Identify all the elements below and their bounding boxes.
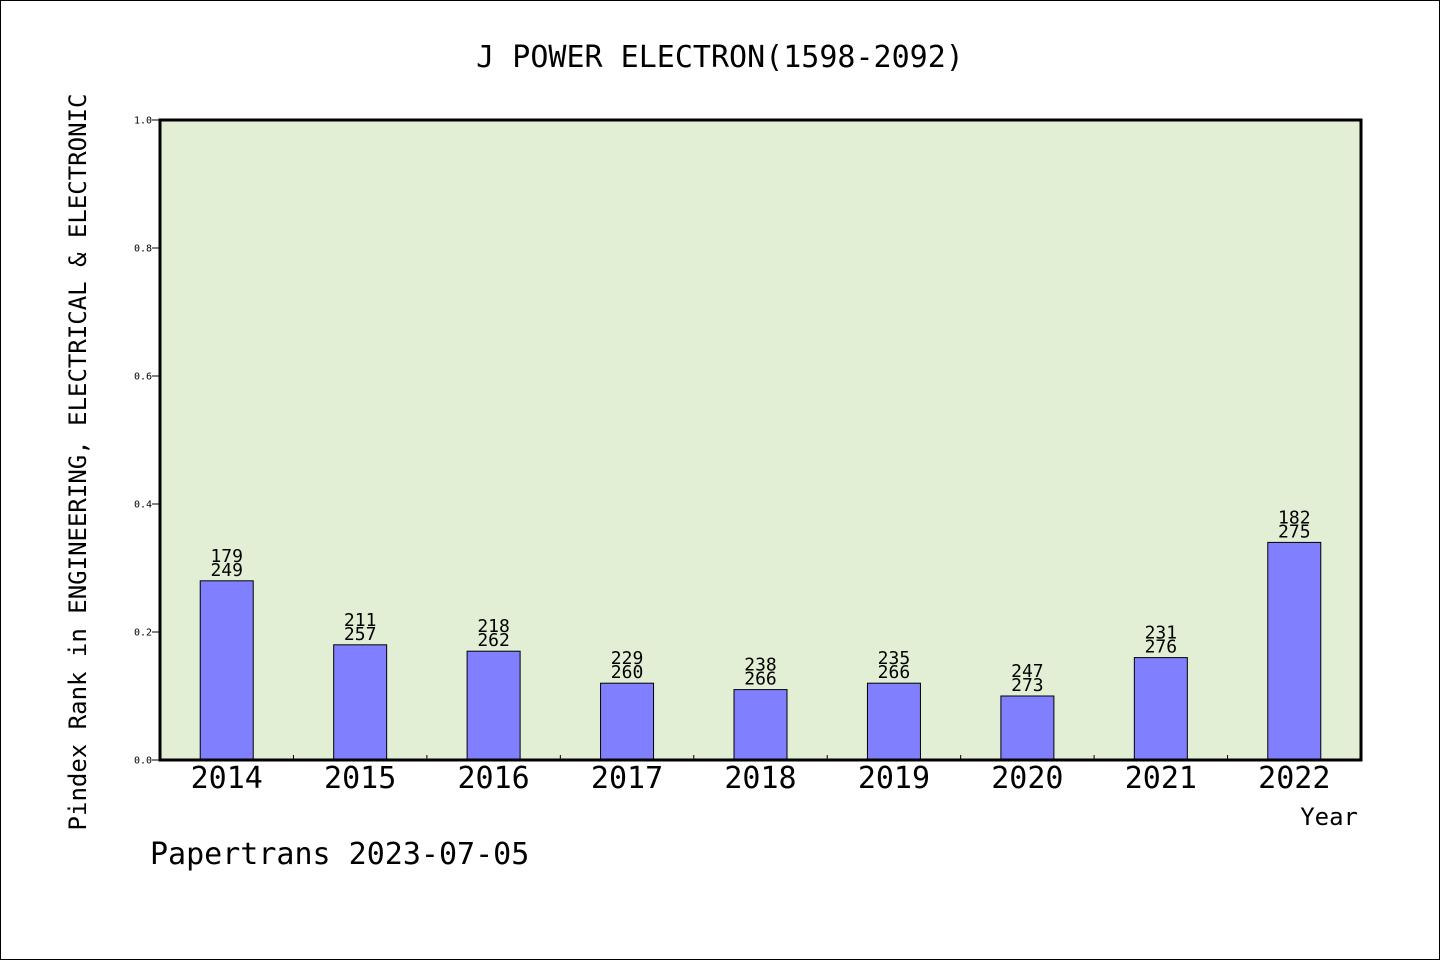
x-tick-label: 2020 — [991, 761, 1063, 796]
bar-2019 — [866, 682, 921, 761]
plot-border — [158, 118, 1363, 762]
bar-2017 — [600, 682, 655, 761]
x-tick-label: 2014 — [191, 761, 263, 796]
data-label-top: 231 — [1145, 623, 1178, 644]
data-label-top: 179 — [210, 546, 243, 567]
data-label-bottom: 275 — [1278, 521, 1311, 542]
bar-2015 — [333, 644, 388, 761]
data-label-top: 235 — [878, 648, 911, 669]
x-axis-label: Year — [1300, 803, 1358, 831]
data-label-bottom: 276 — [1145, 637, 1178, 658]
y-tick-label: 0.2 — [134, 628, 152, 639]
data-label-bottom: 249 — [210, 560, 243, 581]
data-label-top: 229 — [611, 648, 644, 669]
bar-2022 — [1267, 541, 1322, 761]
footer-credit: Papertrans 2023-07-05 — [150, 837, 529, 872]
bar-2018 — [733, 689, 788, 761]
bar-2020 — [1000, 695, 1055, 761]
y-tick-label: 1.0 — [134, 116, 152, 127]
data-label-top: 211 — [344, 610, 377, 631]
x-tick-label: 2019 — [858, 761, 930, 796]
chart-title: J POWER ELECTRON(1598-2092) — [476, 40, 964, 75]
data-label-top: 218 — [477, 616, 510, 637]
x-tick-label: 2015 — [324, 761, 396, 796]
data-label-top: 238 — [744, 655, 777, 676]
bar-2014 — [199, 580, 254, 761]
y-tick-label: 0.6 — [134, 372, 152, 383]
x-tick-label: 2022 — [1258, 761, 1330, 796]
y-tick-label: 0.8 — [134, 244, 152, 255]
bar-2021 — [1133, 657, 1188, 761]
data-label-bottom: 260 — [611, 662, 644, 683]
data-label-bottom: 273 — [1011, 675, 1044, 696]
data-label-bottom: 266 — [878, 662, 911, 683]
x-tick-label: 2017 — [591, 761, 663, 796]
data-label-bottom: 257 — [344, 624, 377, 645]
bar-2016 — [466, 650, 521, 761]
y-axis-label: Pindex Rank in ENGINEERING, ELECTRICAL &… — [64, 94, 92, 831]
y-tick-label: 0.4 — [134, 500, 152, 511]
data-label-bottom: 262 — [477, 630, 510, 651]
x-tick-label: 2021 — [1125, 761, 1197, 796]
x-tick-label: 2018 — [724, 761, 796, 796]
data-label-top: 182 — [1278, 507, 1311, 528]
x-tick-label: 2016 — [457, 761, 529, 796]
y-tick-label: 0.0 — [134, 756, 152, 767]
data-label-top: 247 — [1011, 661, 1044, 682]
data-label-bottom: 266 — [744, 669, 777, 690]
